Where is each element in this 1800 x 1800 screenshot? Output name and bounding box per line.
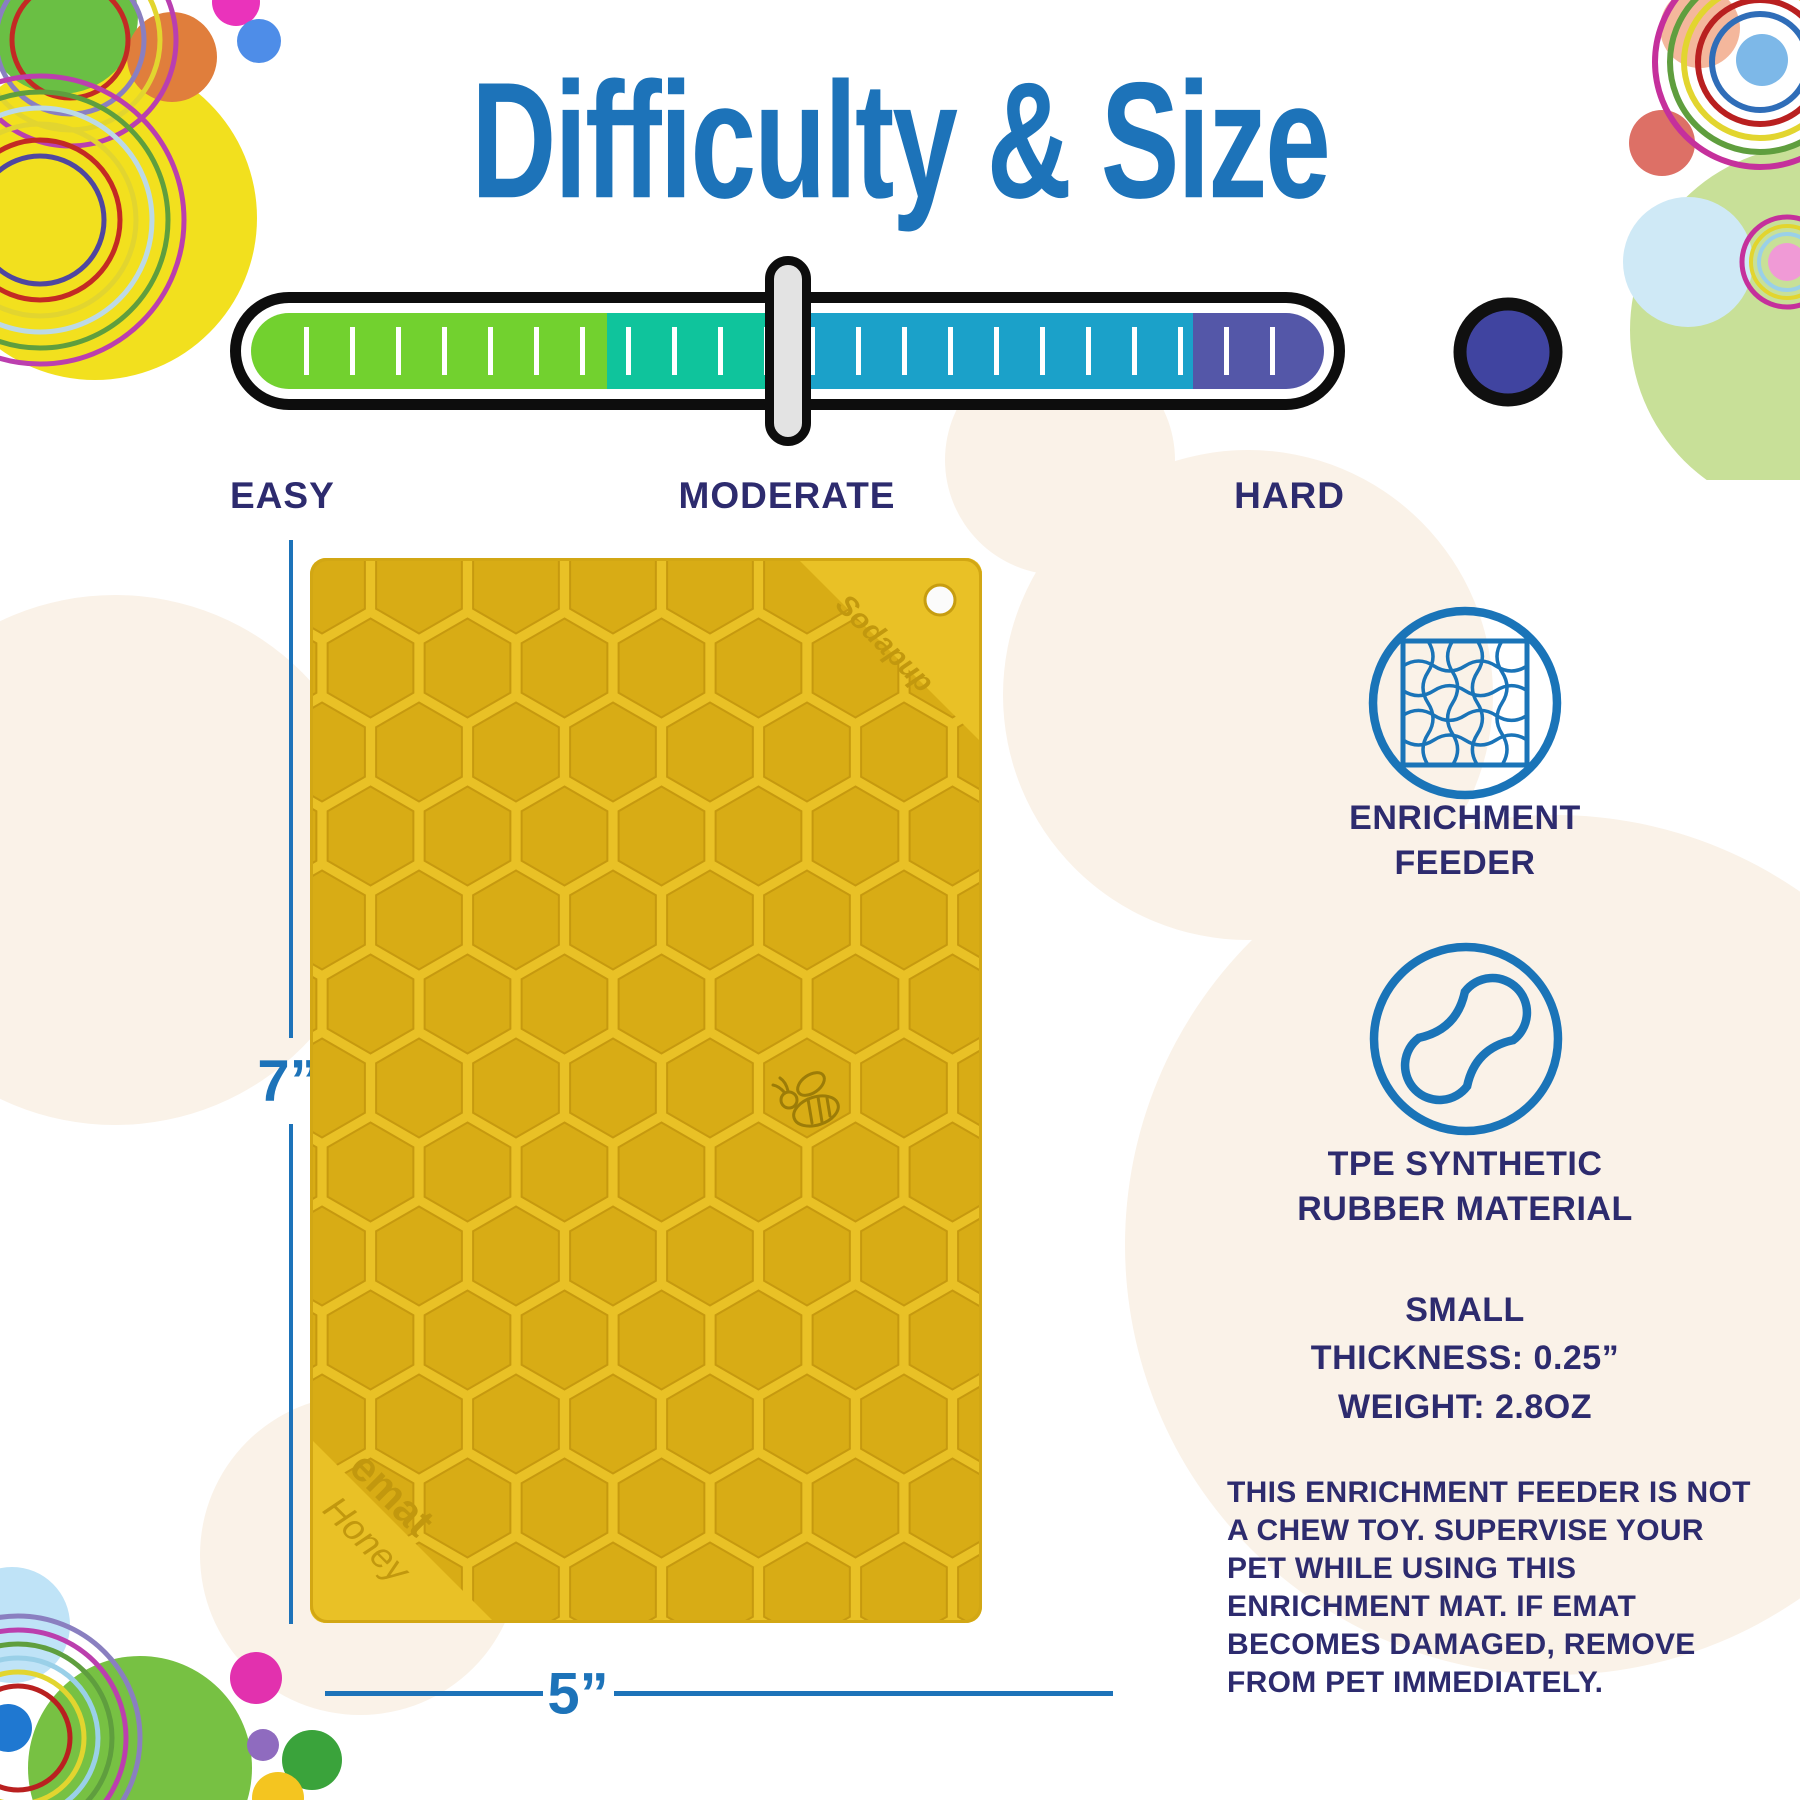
hanging-hole [923,583,957,617]
difficulty-label-hard: HARD [1234,475,1345,516]
peanut-icon [1369,942,1563,1136]
difficulty-label-moderate: MODERATE [678,475,896,516]
spec-weight: WEIGHT: 2.8OZ [1338,1387,1592,1426]
feature-label-enrichment: ENRICHMENT FEEDER [1349,799,1581,882]
feature-label-material: TPE SYNTHETIC RUBBER MATERIAL [1297,1145,1633,1228]
background-blob [1125,815,1800,1675]
bee-engraving [771,1071,840,1128]
honeycomb-mat-image: Sodapup emat Honey [310,558,982,1623]
warning-text: THIS ENRICHMENT FEEDER IS NOT A CHEW TOY… [1227,1476,1751,1700]
width-dimension-line [325,1691,543,1696]
spec-thickness: THICKNESS: 0.25” [1310,1339,1620,1378]
difficulty-label-easy: EASY [230,475,335,516]
width-dimension-label: 5” [547,1661,609,1727]
size-specs: SMALL THICKNESS: 0.25” WEIGHT: 2.8OZ [1185,1286,1745,1431]
puzzle-grid-icon [1368,606,1562,800]
height-dimension-label: 7” [257,1048,319,1114]
spec-size: SMALL [1405,1291,1525,1329]
difficulty-slider [230,256,1345,446]
page-title: Difficulty & Size [471,48,1331,234]
slider-handle[interactable] [764,256,811,446]
honeycomb-pattern [310,558,982,1623]
height-dimension-line [289,1124,293,1624]
height-dimension-line [289,540,293,1038]
width-dimension-line [614,1691,1113,1696]
